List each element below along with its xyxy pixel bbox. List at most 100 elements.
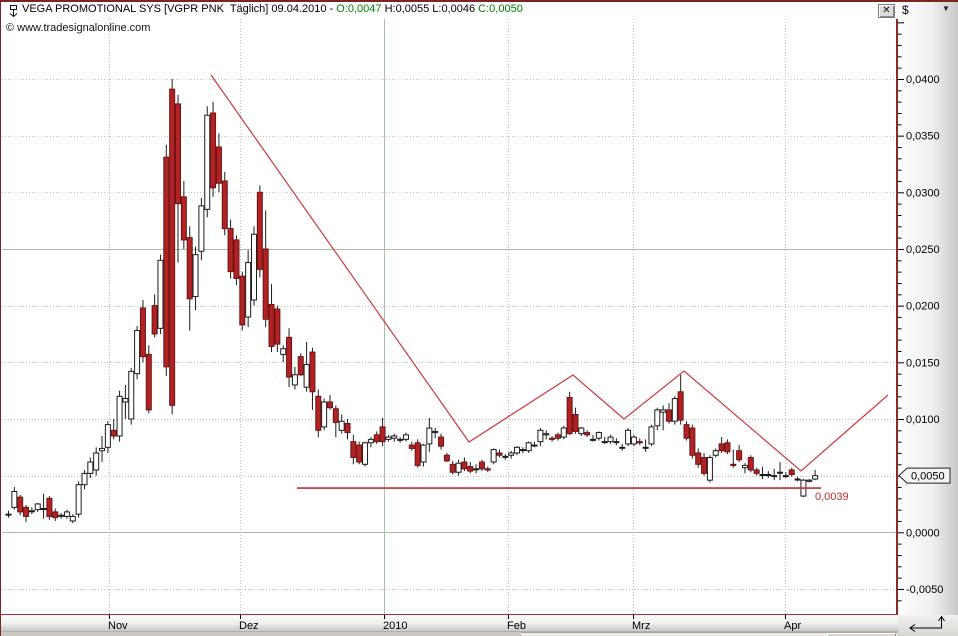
candle-down — [461, 461, 468, 470]
candle-down — [233, 239, 240, 279]
candle-down — [677, 391, 684, 421]
price-axis-label: 0,0150 — [906, 357, 940, 369]
chart-anchor-icon[interactable] — [7, 4, 20, 18]
candle-down — [186, 237, 193, 300]
candle-down — [227, 228, 234, 273]
candle-up — [104, 424, 111, 448]
h-scrollbar-track[interactable] — [521, 632, 897, 636]
candle-down — [747, 457, 754, 471]
candle-series[interactable] — [5, 78, 819, 524]
candle-up — [116, 395, 123, 437]
chart-plot-area[interactable]: 0,0039 — [1, 2, 898, 615]
candle-up — [741, 464, 748, 469]
time-axis-label: Feb — [507, 620, 526, 631]
time-axis-label: 2010 — [383, 620, 407, 631]
title-date: 09.04.2010 - — [271, 3, 337, 15]
candle-up — [250, 233, 257, 301]
price-axis-label: 0,0300 — [906, 187, 940, 199]
candle-up — [81, 472, 88, 486]
price-axis-label: 0,0250 — [906, 244, 940, 256]
candle-down — [52, 511, 59, 519]
candle-down — [788, 469, 795, 476]
candle-down — [736, 450, 743, 461]
candle-up — [777, 471, 784, 474]
candle-up — [245, 262, 252, 318]
candle-up — [192, 254, 199, 298]
candle-down — [718, 443, 725, 452]
title-open: O:0,0047 — [336, 3, 382, 15]
candle-up — [607, 436, 614, 443]
candlestick-chart[interactable]: 0,0039 — [1, 2, 898, 615]
time-axis-label: Dez — [239, 620, 259, 631]
time-axis[interactable]: Nov Dez 2010 Feb Mrz Apr — [1, 615, 898, 632]
candle-up — [537, 429, 544, 443]
h-scrollbar-thumb[interactable] — [827, 633, 896, 636]
candle-down — [256, 191, 263, 270]
price-axis-label: 0,0200 — [906, 301, 940, 313]
trend-line[interactable] — [210, 74, 889, 472]
candle-up — [613, 441, 620, 444]
candle-up — [519, 449, 526, 452]
candle-up — [28, 510, 35, 513]
candle-down — [636, 441, 643, 444]
support-line-label: 0,0039 — [815, 491, 849, 503]
close-button[interactable]: ✕ — [878, 4, 895, 18]
candle-up — [654, 409, 661, 427]
candle-down — [332, 408, 339, 423]
close-icon: ✕ — [882, 5, 891, 16]
candle-up — [514, 446, 521, 454]
candle-up — [490, 449, 497, 463]
candle-up — [543, 433, 550, 436]
candle-down — [724, 442, 731, 453]
candle-up — [40, 508, 47, 511]
candle-down — [373, 434, 380, 443]
candle-down — [215, 146, 222, 184]
candle-up — [531, 444, 538, 447]
candle-up — [99, 447, 106, 452]
candle-down — [169, 88, 176, 406]
candle-down — [344, 423, 351, 434]
price-axis-scale[interactable]: 0,0400 0,0350 0,0300 0,0250 0,0200 0,0150 0,01… — [898, 2, 958, 615]
candle-up — [502, 455, 509, 458]
candle-up — [362, 442, 369, 465]
candle-up — [706, 457, 713, 481]
candle-down — [175, 103, 182, 205]
price-axis[interactable]: $ ▼ 0,0400 0,0350 0,0300 0,0250 0,0200 0,0150… — [898, 2, 958, 615]
time-axis-scale[interactable]: Nov Dez 2010 Feb Mrz Apr — [1, 615, 898, 632]
axis-menu-arrow-icon[interactable]: ▼ — [942, 4, 950, 13]
candle-down — [268, 304, 275, 347]
candle-up — [771, 475, 778, 478]
candle-down — [408, 444, 415, 449]
candle-up — [812, 475, 819, 480]
price-axis-label: 0,0100 — [906, 414, 940, 426]
candle-up — [5, 513, 12, 516]
candle-up — [642, 446, 649, 449]
candle-up — [759, 474, 766, 477]
candle-down — [139, 307, 146, 358]
candle-up — [291, 374, 298, 386]
candle-down — [443, 454, 450, 462]
candle-up — [473, 468, 480, 471]
drawn-annotations[interactable]: 0,0039 — [210, 74, 889, 503]
time-axis-label: Apr — [784, 620, 801, 631]
price-axis-label: 0,0350 — [906, 131, 940, 143]
bottom-strip — [1, 632, 898, 636]
candle-up — [625, 429, 632, 445]
candle-up — [134, 330, 141, 375]
candle-up — [34, 503, 41, 511]
candle-down — [701, 457, 708, 474]
candle-up — [560, 427, 567, 438]
candle-down — [438, 436, 445, 447]
candle-down — [566, 396, 573, 435]
scale-arrows-icon[interactable] — [898, 615, 958, 636]
candle-up — [69, 515, 76, 522]
time-axis-label: Nov — [108, 620, 128, 631]
candle-up — [122, 398, 129, 403]
candle-down — [554, 434, 561, 439]
candle-up — [806, 479, 813, 482]
candle-down — [356, 444, 363, 463]
candle-up — [402, 434, 409, 440]
candle-up — [391, 435, 398, 439]
candle-down — [467, 466, 474, 472]
